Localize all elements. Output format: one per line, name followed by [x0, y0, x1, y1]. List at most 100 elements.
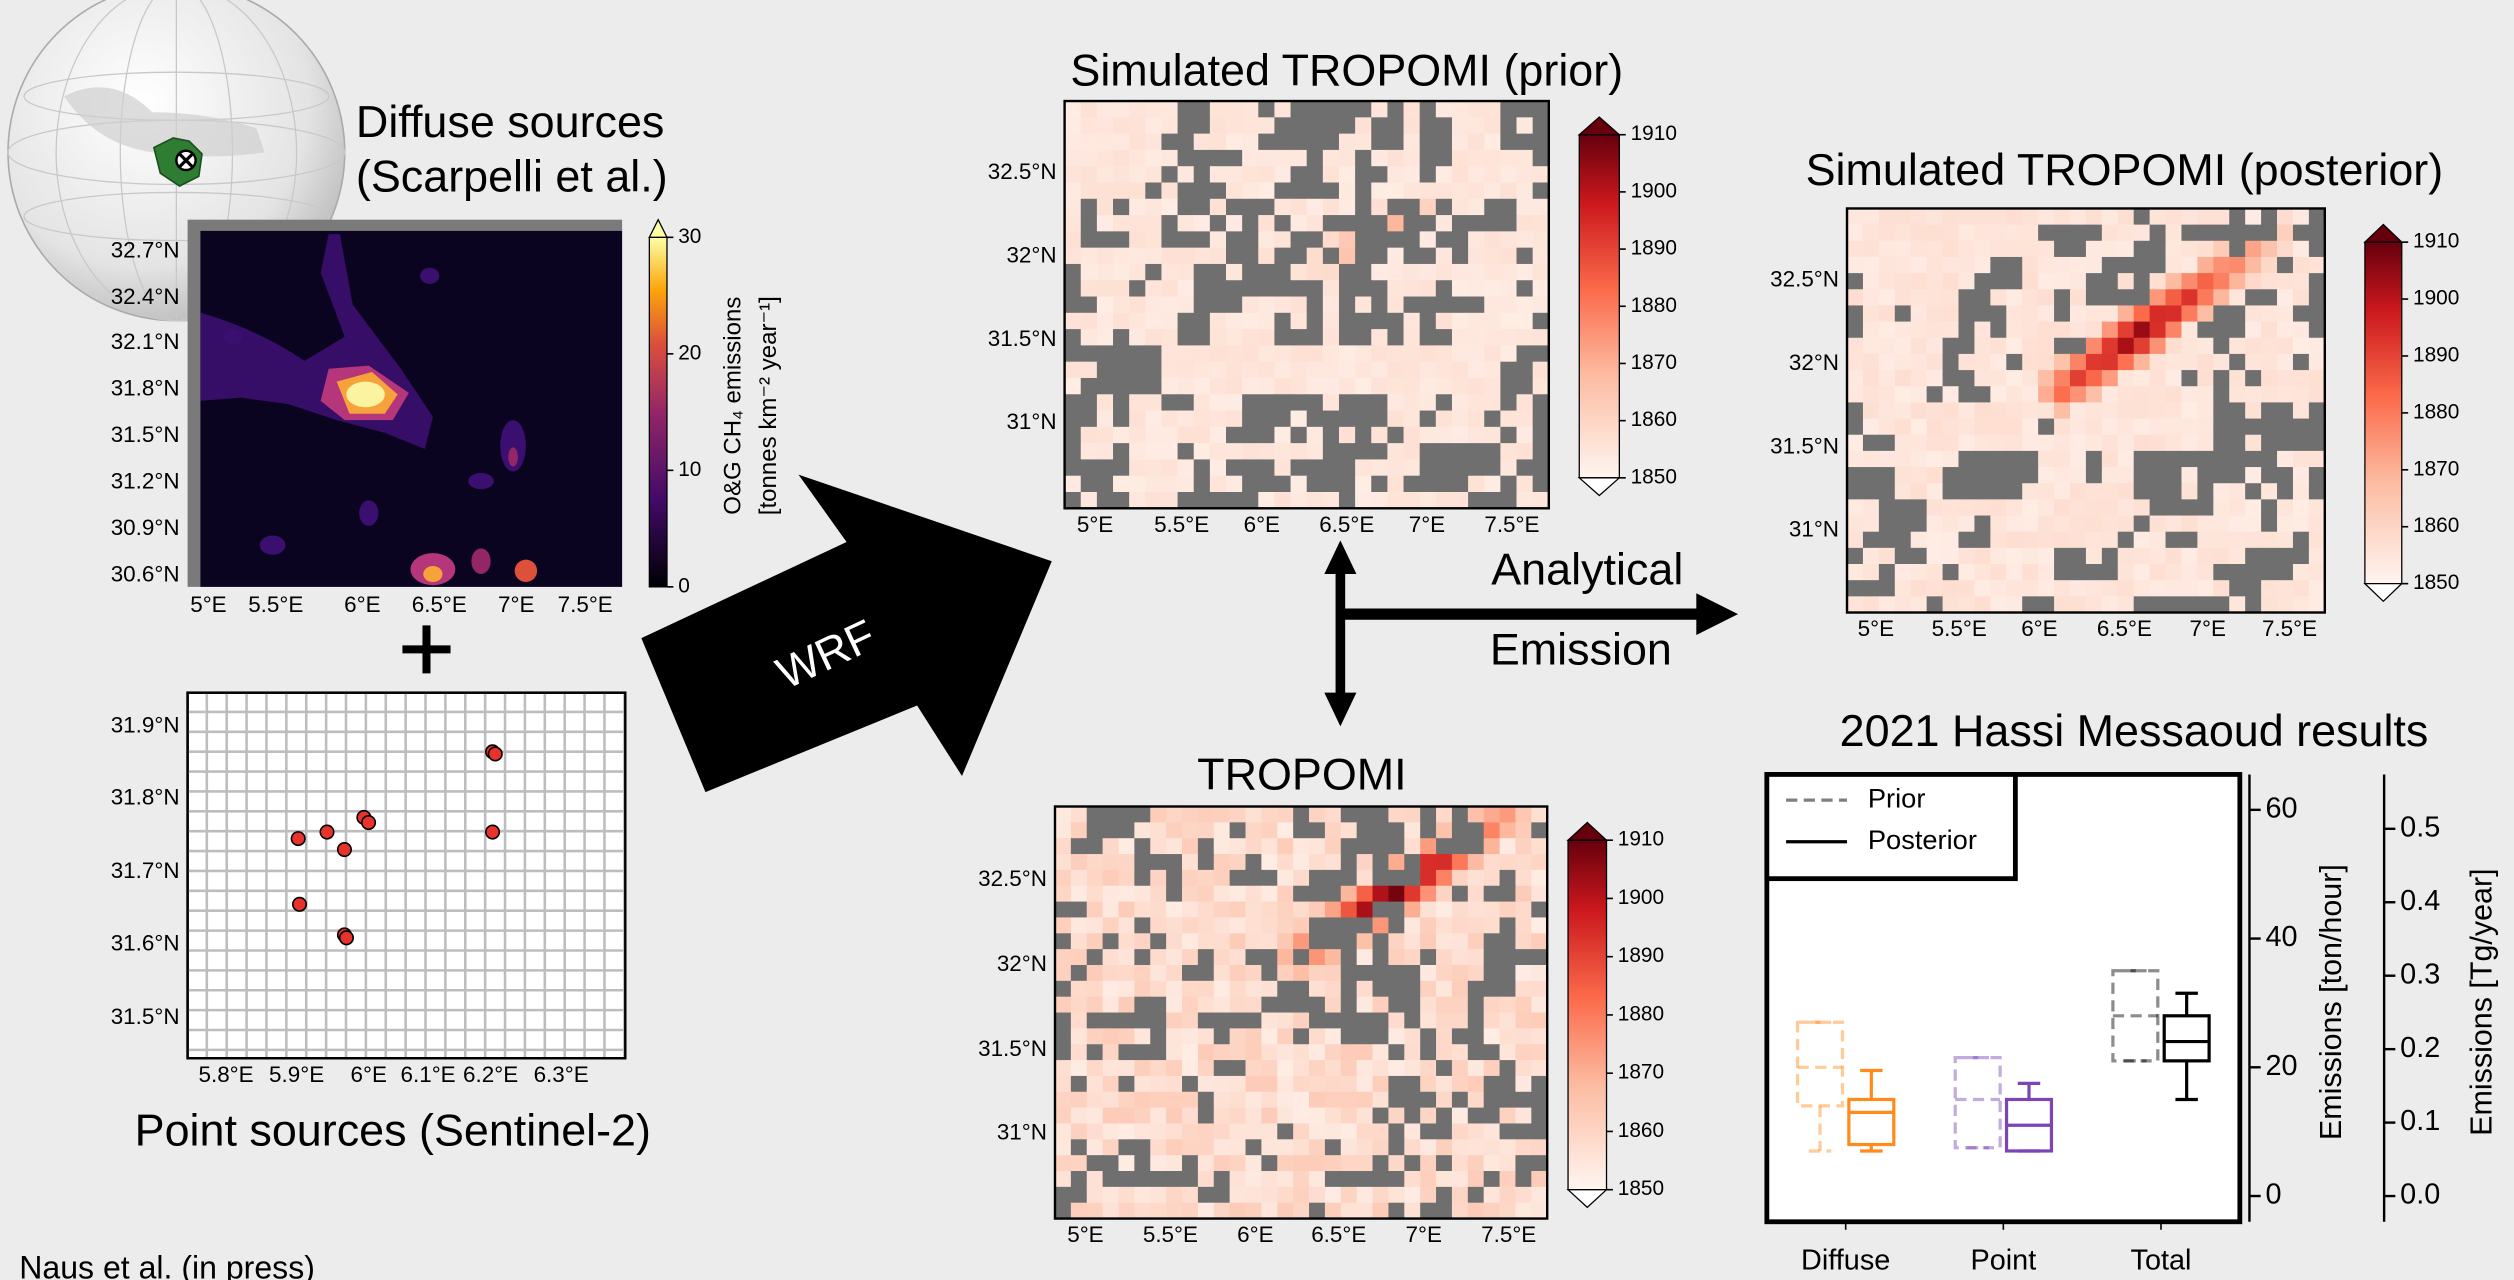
map-cell [2308, 337, 2326, 355]
map-cell [1436, 822, 1453, 839]
map-cell [1516, 394, 1534, 412]
map-cell [1371, 215, 1389, 233]
map-cell [1340, 1139, 1358, 1156]
map-cell [2133, 564, 2151, 581]
map-cell [1197, 933, 1215, 950]
map-cell [1277, 996, 1294, 1014]
map-cell [2213, 289, 2230, 307]
map-cell [2229, 289, 2246, 307]
map-cell [1387, 491, 1405, 509]
map-cell [1958, 386, 1976, 404]
map-cell [1372, 917, 1390, 934]
map-cell [1942, 224, 1960, 242]
map-cell [2006, 321, 2023, 339]
map-cell [1467, 1155, 1485, 1172]
map-cell [1990, 386, 2007, 404]
map-cell [1118, 1012, 1136, 1030]
map-cell [1096, 377, 1114, 395]
map-cell [1451, 822, 1469, 839]
map-cell [1468, 345, 1485, 363]
map-cell [2054, 256, 2071, 274]
x-tick-label: 7°E [2190, 616, 2226, 641]
map-cell [1102, 1028, 1120, 1045]
map-cell [1102, 1123, 1120, 1140]
map-cell [1324, 1155, 1342, 1172]
map-cell [1166, 1107, 1183, 1125]
map-cell [1070, 854, 1088, 871]
map-cell [2261, 580, 2278, 597]
map-cell [1516, 231, 1534, 249]
map-cell [1958, 515, 1976, 533]
map-cell [1293, 838, 1310, 855]
map-cell [2006, 386, 2023, 404]
map-cell [1129, 263, 1146, 281]
map-cell [1064, 426, 1082, 444]
map-cell [1134, 1107, 1151, 1125]
map-cell [1436, 1012, 1453, 1030]
map-cell [1990, 321, 2007, 339]
map-cell [1484, 345, 1502, 363]
map-cell [1372, 980, 1390, 998]
x-tick-label: 7°E [1406, 1222, 1442, 1247]
map-cell [1258, 361, 1276, 379]
map-cell [1878, 434, 1896, 452]
map-cell [1306, 263, 1324, 281]
map-cell [1419, 443, 1437, 461]
map-cell [1356, 1028, 1374, 1045]
map-cell [2069, 499, 2087, 517]
map-cell [1403, 149, 1421, 167]
map-cell [1306, 491, 1324, 509]
map-cell [2165, 499, 2183, 517]
map-cell [1467, 1028, 1485, 1045]
point-source [291, 896, 308, 912]
map-cell [1309, 1171, 1326, 1188]
map-cell [1419, 182, 1437, 200]
map-cell [2308, 208, 2326, 226]
map-cell [1070, 838, 1088, 855]
map-cell [1862, 386, 1880, 404]
map-cell [1134, 1139, 1151, 1156]
map-cell [1293, 1075, 1310, 1093]
map-cell [1134, 901, 1151, 919]
map-cell [1274, 133, 1292, 151]
map-cell [2277, 224, 2294, 242]
map-cell [1355, 280, 1372, 298]
map-cell [1166, 838, 1183, 855]
map-cell [1229, 933, 1247, 950]
map-cell [1910, 596, 1928, 614]
map-cell [1322, 459, 1340, 477]
map-cell [2117, 450, 2135, 468]
map-cell [2006, 450, 2023, 468]
map-cell [1990, 224, 2007, 242]
map-cell [1926, 564, 1944, 581]
map-cell [1242, 394, 1259, 412]
map-cell [1290, 377, 1308, 395]
map-cell [1942, 483, 1960, 501]
map-cell [1371, 491, 1389, 509]
map-cell [1531, 869, 1548, 887]
map-cell [1371, 149, 1389, 167]
map-cell [1245, 996, 1263, 1014]
map-cell [2069, 483, 2087, 501]
map-cell [1404, 964, 1421, 982]
map-cell [1054, 1202, 1072, 1220]
map-cell [1309, 949, 1326, 966]
map-cell [2197, 418, 2214, 436]
map-cell [1436, 1139, 1453, 1156]
map-cell [2069, 531, 2087, 549]
map-cell [1388, 933, 1405, 950]
map-cell [1990, 240, 2007, 258]
map-cell [1324, 1028, 1342, 1045]
map-cell [2133, 402, 2151, 420]
map-cell [1531, 1123, 1548, 1140]
map-cell [1080, 312, 1098, 330]
map-cell [2149, 353, 2167, 371]
map-cell [1242, 426, 1259, 444]
map-cell [2308, 256, 2326, 274]
map-cell [1388, 869, 1405, 887]
map-cell [1515, 1171, 1532, 1188]
map-cell [1290, 491, 1308, 509]
map-cell [1177, 198, 1195, 216]
map-cell [1102, 1139, 1120, 1156]
map-cell [2054, 386, 2071, 404]
